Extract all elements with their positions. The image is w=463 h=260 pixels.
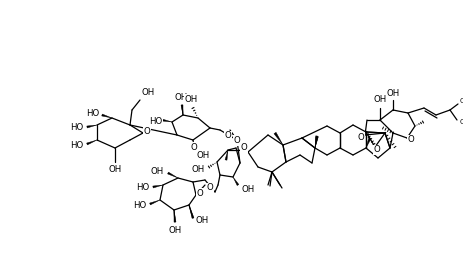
Text: HO: HO [136, 184, 149, 192]
Text: OH: OH [373, 95, 386, 104]
Text: OH: OH [108, 165, 121, 174]
Polygon shape [87, 125, 97, 128]
Polygon shape [152, 185, 163, 188]
Text: OH: OH [386, 89, 399, 98]
Polygon shape [225, 150, 227, 160]
Polygon shape [314, 136, 318, 148]
Text: O: O [197, 188, 203, 198]
Text: O: O [233, 136, 240, 145]
Text: CH₃: CH₃ [459, 98, 463, 104]
Polygon shape [273, 132, 282, 145]
Text: OH: OH [174, 93, 187, 102]
Text: O: O [407, 135, 413, 145]
Text: CH₃: CH₃ [459, 119, 463, 125]
Polygon shape [167, 172, 178, 178]
Text: HO: HO [149, 116, 162, 126]
Text: HO: HO [69, 124, 83, 133]
Polygon shape [188, 205, 194, 218]
Polygon shape [314, 137, 318, 148]
Polygon shape [365, 138, 370, 148]
Text: OH: OH [184, 95, 197, 104]
Text: HO: HO [86, 108, 99, 118]
Text: O: O [144, 127, 150, 136]
Text: OH: OH [142, 88, 155, 97]
Text: O: O [224, 132, 231, 140]
Polygon shape [174, 210, 175, 222]
Polygon shape [101, 114, 112, 118]
Text: O: O [190, 143, 197, 152]
Text: O: O [357, 133, 363, 141]
Polygon shape [149, 200, 160, 205]
Text: OH: OH [197, 151, 210, 159]
Polygon shape [87, 140, 97, 145]
Text: O: O [206, 184, 213, 192]
Text: OH: OH [195, 217, 209, 225]
Text: OH: OH [150, 166, 163, 176]
Text: O: O [373, 146, 380, 154]
Text: HO: HO [132, 200, 146, 210]
Polygon shape [162, 119, 172, 122]
Polygon shape [232, 177, 238, 186]
Text: O: O [240, 144, 247, 153]
Text: HO: HO [69, 140, 83, 150]
Text: OH: OH [242, 185, 255, 193]
Polygon shape [181, 105, 182, 115]
Text: OH: OH [191, 166, 205, 174]
Text: OH: OH [168, 226, 181, 235]
